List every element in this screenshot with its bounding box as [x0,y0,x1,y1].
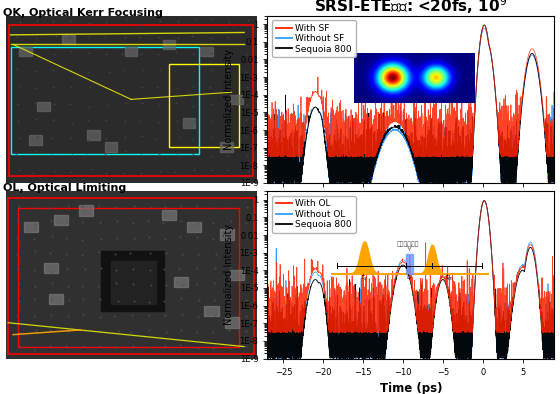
Bar [20,47,32,56]
Bar [111,260,156,304]
Bar [230,95,243,104]
Y-axis label: Normalized Intensity: Normalized Intensity [224,49,234,150]
Bar [24,222,38,232]
Title: SRSI-ETE方法: <20fs, 10$^9$: SRSI-ETE方法: <20fs, 10$^9$ [314,0,507,16]
Bar [49,294,63,304]
Text: OL, Optical Limiting: OL, Optical Limiting [3,183,126,193]
Legend: With SF, Without SF, Sequoia 800: With SF, Without SF, Sequoia 800 [272,20,356,57]
Bar [230,269,244,280]
Bar [187,222,201,232]
Bar [125,47,137,56]
Bar [220,142,233,152]
Bar [87,130,100,140]
Bar [18,208,239,347]
Bar [225,318,239,328]
Bar [62,35,74,45]
Bar [105,142,118,152]
Y-axis label: Normalized Intensity: Normalized Intensity [224,224,234,325]
Bar [162,40,175,49]
Bar [220,229,234,240]
Bar [169,63,239,147]
Bar [200,47,213,56]
X-axis label: Time (ps): Time (ps) [380,382,442,394]
Bar [101,251,164,311]
Bar [204,305,218,316]
Bar [30,135,42,145]
Bar [11,47,199,154]
Bar [183,119,195,128]
Bar [162,210,176,221]
Bar [174,277,188,287]
Bar [79,205,93,216]
Text: OK, Optical Kerr Focusing: OK, Optical Kerr Focusing [3,8,162,18]
Bar [37,102,49,112]
Legend: With OL, Without OL, Sequoia 800: With OL, Without OL, Sequoia 800 [272,196,356,233]
Bar [44,262,58,273]
Bar [54,215,68,225]
